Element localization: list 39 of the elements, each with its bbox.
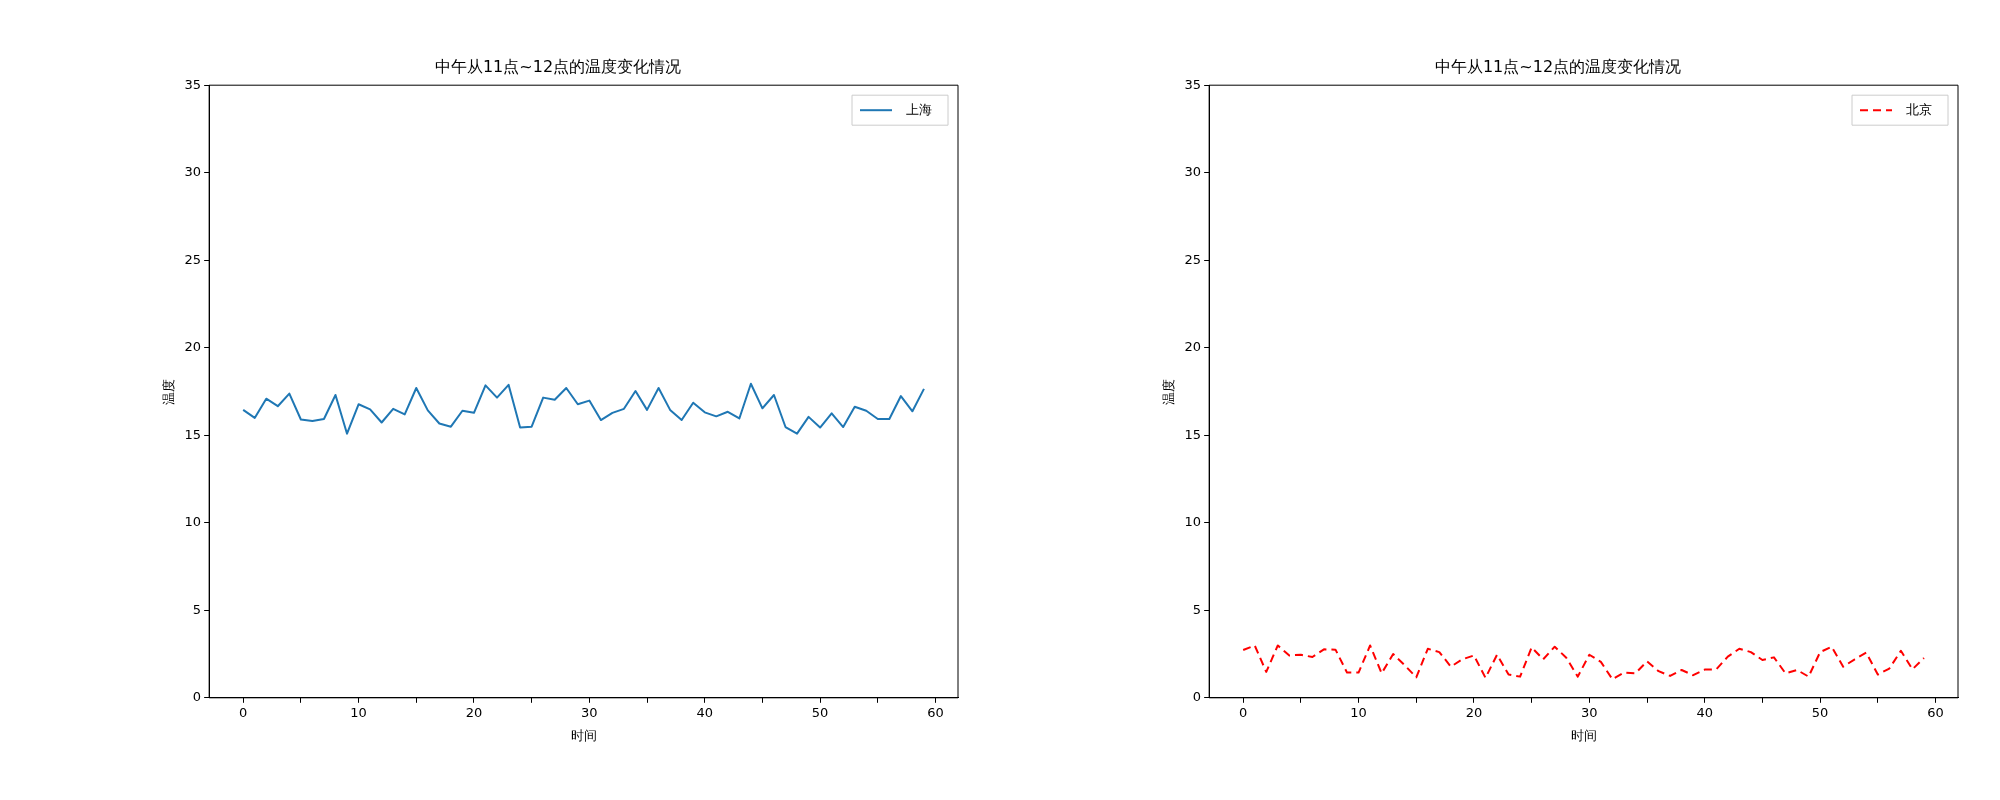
x-tick-label: 60 — [927, 704, 944, 720]
y-tick-label: 10 — [184, 514, 202, 530]
y-tick-label: 30 — [184, 164, 202, 180]
y-tick-label: 0 — [192, 689, 202, 705]
x-axis-title: 时间 — [570, 727, 597, 743]
chart-title: 中午从11点~12点的温度变化情况 — [434, 56, 682, 76]
y-tick-label: 35 — [184, 76, 202, 92]
x-tick-label: 20 — [465, 704, 483, 720]
y-tick-label: 5 — [192, 601, 202, 617]
y-tick-label: 15 — [1184, 426, 1202, 442]
y-tick-label: 0 — [1192, 689, 1202, 705]
x-tick-label: 30 — [1581, 704, 1598, 720]
x-axis-title: 时间 — [1570, 727, 1597, 743]
x-tick-label: 40 — [1696, 704, 1713, 720]
x-tick-label: 10 — [1350, 704, 1367, 720]
y-tick-label: 25 — [1184, 251, 1202, 267]
x-tick-label: 40 — [696, 704, 713, 720]
y-tick-label: 20 — [184, 339, 202, 355]
y-axis-title: 温度 — [161, 378, 177, 405]
y-tick-label: 20 — [1184, 339, 1202, 355]
y-tick-label: 25 — [184, 251, 202, 267]
y-tick-label: 5 — [1192, 601, 1202, 617]
y-tick-label: 15 — [184, 426, 202, 442]
chart-title: 中午从11点~12点的温度变化情况 — [1434, 56, 1682, 76]
y-tick-label: 35 — [1184, 76, 1202, 92]
legend-label: 上海 — [906, 101, 932, 117]
x-tick-label: 20 — [1465, 704, 1483, 720]
y-tick-label: 10 — [1184, 514, 1202, 530]
x-tick-label: 60 — [1927, 704, 1944, 720]
x-tick-label: 50 — [811, 704, 829, 720]
y-tick-label: 30 — [1184, 164, 1202, 180]
y-axis-title: 温度 — [1161, 378, 1177, 405]
x-tick-label: 0 — [1239, 704, 1248, 720]
x-tick-label: 0 — [239, 704, 248, 720]
legend-label: 北京 — [1906, 101, 1932, 117]
x-tick-label: 50 — [1811, 704, 1829, 720]
line-series — [1242, 644, 1925, 681]
x-tick-label: 30 — [581, 704, 598, 720]
x-tick-label: 10 — [350, 704, 367, 720]
